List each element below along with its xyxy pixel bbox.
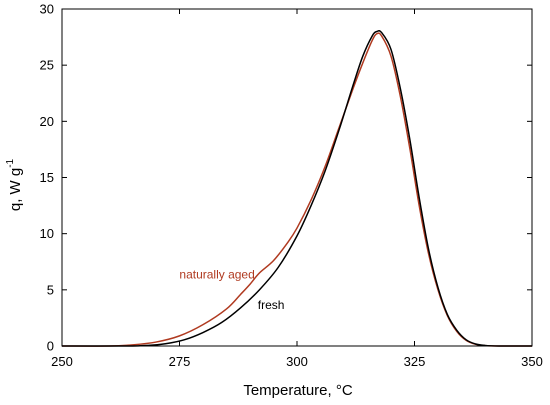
x-axis-label: Temperature, °C (243, 382, 353, 399)
y-tick-label: 10 (40, 226, 54, 241)
y-axis-label-main: q, W g (7, 168, 24, 211)
annotation-naturally-aged: naturally aged (179, 268, 254, 282)
y-axis-label: q, W g-1 (5, 158, 24, 211)
x-tick-label: 300 (286, 354, 308, 369)
series-line-fresh (61, 29, 533, 347)
labels-layer: 250 275 300 325 350 0 5 10 15 20 25 30 naturally age… (40, 2, 543, 370)
y-tick-label: 5 (47, 282, 54, 297)
y-axis-label-superscript: -1 (5, 158, 16, 167)
annotation-fresh: fresh (258, 298, 285, 312)
x-tick-label: 275 (169, 354, 191, 369)
y-tick-label: 30 (40, 2, 54, 17)
ticks-layer (61, 8, 533, 347)
x-tick-label: 350 (521, 354, 543, 369)
y-tick-label: 20 (40, 114, 54, 129)
x-tick-label: 325 (404, 354, 426, 369)
series-layer (61, 29, 533, 347)
y-tick-label: 25 (40, 58, 54, 73)
series-line-naturally-aged (61, 32, 533, 347)
y-tick-label: 0 (47, 339, 54, 354)
plot-area-frame (61, 8, 533, 347)
y-tick-label: 15 (40, 170, 54, 185)
x-tick-label: 250 (51, 354, 73, 369)
